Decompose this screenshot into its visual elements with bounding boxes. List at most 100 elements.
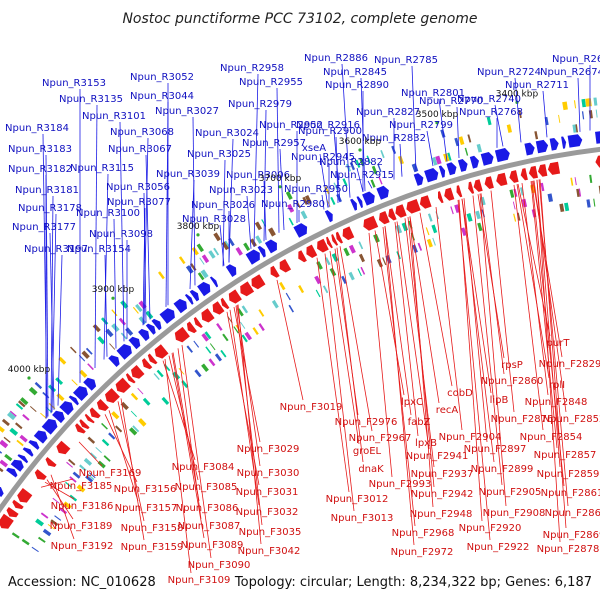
reverse-leader — [321, 194, 325, 210]
feature-3-64 — [358, 241, 364, 250]
reverse-gene-8 — [22, 447, 34, 457]
reverse-label: Npun_R2674 — [540, 67, 600, 78]
feature-5-83 — [461, 227, 467, 236]
reverse-label: Npun_R3153 — [42, 78, 106, 89]
reverse-gene-10 — [33, 430, 48, 444]
forward-label: Npun_F2859 — [537, 469, 600, 480]
forward-gene-43 — [342, 226, 355, 241]
reverse-leader — [367, 180, 373, 189]
feature-1-62 — [261, 219, 267, 227]
reverse-leader — [356, 167, 364, 193]
reverse-leader — [542, 90, 548, 138]
feature-5-24 — [129, 427, 138, 436]
feature-2-49 — [178, 256, 186, 265]
kbp-tick — [278, 185, 282, 189]
forward-leader — [536, 179, 561, 543]
forward-gene-19 — [131, 365, 145, 379]
forward-leader — [164, 358, 192, 574]
feature-2-100 — [518, 109, 522, 119]
accession-text: Accession: NC_010628 — [8, 575, 156, 590]
feature-0-12 — [16, 439, 24, 447]
feature-1-12 — [3, 436, 11, 443]
forward-leader — [463, 198, 488, 443]
reverse-gene-47 — [362, 191, 375, 206]
feature-1-23 — [55, 377, 64, 385]
forward-gene-59 — [496, 172, 508, 186]
forward-gene-26 — [193, 317, 203, 328]
forward-label: lpxC — [401, 397, 423, 408]
reverse-label: Npun_R3135 — [59, 94, 123, 105]
forward-gene-50 — [419, 195, 432, 209]
feature-3-24 — [120, 401, 129, 411]
forward-label: Npun_F3084 — [172, 462, 235, 473]
forward-leader — [461, 198, 495, 463]
reverse-label: Npun_R3115 — [70, 163, 134, 174]
forward-leader — [490, 190, 515, 413]
forward-leader — [368, 232, 393, 478]
kbp-label: 3700 kbp — [259, 174, 302, 184]
reverse-leader — [192, 116, 196, 286]
forward-leader — [394, 222, 419, 437]
reverse-leader — [494, 104, 504, 147]
forward-gene-25 — [186, 321, 197, 334]
feature-4-28 — [130, 410, 137, 417]
forward-label: Npun_F3086 — [176, 503, 239, 514]
feature-3-58 — [316, 261, 323, 270]
feature-2-45 — [158, 271, 165, 280]
feature-0-35 — [125, 327, 134, 336]
reverse-leader — [399, 143, 403, 177]
forward-label: Npun_F2899 — [471, 464, 534, 475]
forward-label: groEL — [353, 446, 382, 457]
forward-label: cobD — [447, 388, 473, 399]
feature-5-78 — [426, 238, 433, 248]
feature-5-63 — [341, 275, 347, 284]
reverse-label: Npun_R2768 — [459, 107, 523, 118]
forward-gene-12 — [79, 419, 90, 430]
reverse-gene-54 — [438, 165, 446, 178]
forward-label: Npun_F3109 — [168, 575, 231, 586]
forward-gene-32 — [251, 274, 266, 290]
reverse-gene-21 — [128, 336, 141, 350]
kbp-tick — [111, 296, 115, 300]
feature-2-11 — [1, 418, 10, 427]
forward-label: Npun_F2920 — [459, 523, 522, 534]
feature-3-20 — [101, 422, 108, 430]
feature-4-101 — [576, 188, 580, 197]
forward-gene-60 — [509, 170, 519, 183]
feature-3-0 — [11, 532, 20, 539]
forward-label: Npun_F3085 — [175, 482, 238, 493]
forward-gene-34 — [270, 265, 280, 278]
forward-leader — [339, 246, 373, 432]
reverse-gene-67 — [595, 131, 600, 144]
reverse-label: Npun_R2952 — [259, 120, 323, 131]
feature-0-49 — [197, 272, 205, 281]
feature-1-105 — [558, 114, 561, 123]
forward-gene-56 — [468, 181, 475, 194]
forward-leader — [536, 179, 561, 468]
forward-label: Npun_F2852 — [543, 414, 600, 425]
feature-1-108 — [581, 111, 585, 120]
reverse-gene-53 — [424, 168, 439, 183]
reverse-leader — [143, 192, 147, 323]
reverse-label: Npun_R2882 — [319, 157, 383, 168]
feature-3-52 — [279, 281, 286, 291]
kbp-label: 3800 kbp — [177, 222, 220, 232]
feature-0-28 — [87, 363, 94, 371]
forward-leader — [472, 195, 503, 486]
reverse-label: Npun_R3177 — [12, 222, 76, 233]
feature-4-93 — [512, 201, 516, 210]
forward-gene-5 — [34, 469, 47, 480]
forward-gene-11 — [75, 423, 86, 434]
forward-gene-45 — [363, 215, 379, 231]
feature-1-68 — [302, 196, 309, 205]
reverse-label: Npun_R3178 — [18, 203, 82, 214]
reverse-gene-36 — [264, 239, 277, 254]
feature-1-13 — [9, 427, 19, 436]
forward-leader — [521, 183, 549, 396]
feature-0-25 — [71, 379, 78, 386]
reverse-leader — [341, 63, 351, 198]
reverse-label: Npun_R2945 — [291, 152, 355, 163]
feature-0-64 — [288, 217, 294, 226]
forward-gene-labels: purT Npun_F2829 rpsP Npun_F2860 rplI lipB Npun… — [50, 338, 600, 586]
kbp-tick — [358, 148, 362, 152]
